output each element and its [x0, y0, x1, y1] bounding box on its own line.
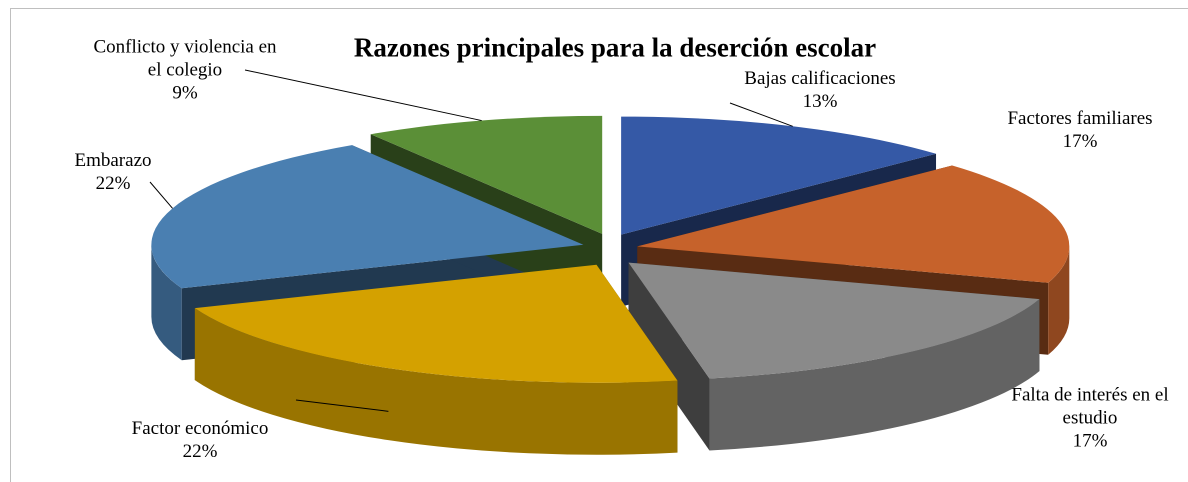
- pie-slice: [370, 115, 603, 234]
- data-label: Bajas calificaciones 13%: [725, 67, 915, 113]
- pie-slice: [637, 165, 1070, 283]
- slice-tops: [149, 69, 1070, 412]
- slice-walls: [151, 244, 1070, 455]
- data-label: Conflicto y violencia en el colegio 9%: [90, 36, 280, 105]
- leader-line: [149, 181, 173, 209]
- slice-wall: [151, 244, 182, 361]
- value-label: 9%: [172, 82, 198, 104]
- value-label: 22%: [182, 441, 218, 462]
- pie-slice: [628, 262, 1040, 379]
- data-label: Falta de interés en el estudio 17%: [995, 384, 1185, 453]
- data-label: Factores familiares 17%: [985, 107, 1175, 153]
- chart-border: [10, 8, 1188, 482]
- slice-wall: [709, 299, 1040, 451]
- value-label: 17%: [1072, 430, 1108, 452]
- slice-wall: [1048, 246, 1070, 355]
- chart-title: Razones principales para la deserción es…: [353, 32, 877, 63]
- data-label: Embarazo 22%: [18, 149, 208, 195]
- value-label: 13%: [802, 91, 838, 112]
- leader-line: [295, 399, 389, 412]
- leader-line: [244, 69, 482, 122]
- data-label: Factor económico 22%: [105, 417, 295, 463]
- pie-slice: [151, 145, 584, 289]
- slice-wall: [194, 308, 678, 455]
- slice-side: [628, 262, 710, 451]
- value-label: 22%: [95, 173, 131, 194]
- leader-line: [729, 102, 793, 127]
- pie-slice: [194, 264, 678, 383]
- value-label: 17%: [1062, 131, 1098, 152]
- pie-slice: [621, 116, 937, 235]
